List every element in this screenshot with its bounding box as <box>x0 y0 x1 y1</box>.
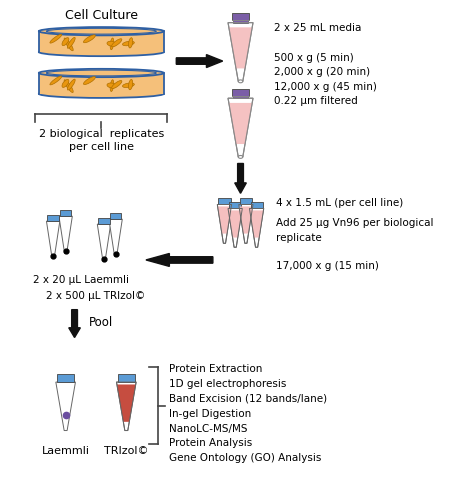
Ellipse shape <box>111 80 122 88</box>
Bar <box>39 73 163 94</box>
Polygon shape <box>69 310 80 338</box>
Polygon shape <box>228 22 253 82</box>
Ellipse shape <box>46 28 156 34</box>
Ellipse shape <box>111 38 122 47</box>
Ellipse shape <box>46 70 156 76</box>
Polygon shape <box>249 208 263 248</box>
Ellipse shape <box>39 48 163 56</box>
Ellipse shape <box>67 38 75 48</box>
Ellipse shape <box>122 41 134 46</box>
Polygon shape <box>228 103 252 144</box>
Bar <box>250 202 262 208</box>
Ellipse shape <box>39 27 163 36</box>
Bar <box>39 31 163 52</box>
Ellipse shape <box>122 83 134 87</box>
Text: TRIzol©: TRIzol© <box>104 446 148 456</box>
Ellipse shape <box>238 156 242 158</box>
Polygon shape <box>234 164 246 194</box>
Ellipse shape <box>110 38 114 50</box>
Ellipse shape <box>110 80 114 92</box>
Text: 4 x 1.5 mL (per cell line): 4 x 1.5 mL (per cell line) <box>276 198 403 208</box>
Ellipse shape <box>83 76 95 84</box>
Text: 2 x 500 μL TRIzol©: 2 x 500 μL TRIzol© <box>46 291 145 301</box>
Bar <box>57 374 74 382</box>
Ellipse shape <box>39 90 163 98</box>
Polygon shape <box>146 254 212 266</box>
Bar <box>47 215 59 221</box>
Text: Cell Culture: Cell Culture <box>64 10 138 22</box>
Polygon shape <box>97 224 110 262</box>
Ellipse shape <box>64 80 73 92</box>
Bar <box>231 89 249 96</box>
Ellipse shape <box>128 80 133 90</box>
Polygon shape <box>217 206 231 234</box>
Bar <box>233 20 248 22</box>
Ellipse shape <box>62 80 69 88</box>
Text: 2 x 25 mL media: 2 x 25 mL media <box>273 24 360 34</box>
Polygon shape <box>228 210 241 238</box>
Ellipse shape <box>50 34 62 43</box>
Text: Laemmli: Laemmli <box>41 446 89 456</box>
Polygon shape <box>116 382 136 430</box>
Ellipse shape <box>107 41 116 46</box>
Text: 2 biological  replicates
per cell line: 2 biological replicates per cell line <box>39 128 164 152</box>
Polygon shape <box>55 382 75 430</box>
Polygon shape <box>228 208 242 248</box>
Bar <box>233 96 248 98</box>
Polygon shape <box>228 28 252 68</box>
Polygon shape <box>217 204 231 244</box>
Ellipse shape <box>50 76 62 85</box>
Ellipse shape <box>39 69 163 77</box>
Ellipse shape <box>67 79 75 90</box>
Bar <box>60 210 71 216</box>
Ellipse shape <box>128 38 133 48</box>
Polygon shape <box>238 204 253 244</box>
Ellipse shape <box>238 80 242 83</box>
Bar <box>118 374 134 382</box>
Polygon shape <box>109 219 122 256</box>
Polygon shape <box>176 54 222 68</box>
Ellipse shape <box>83 35 95 42</box>
Bar <box>218 198 230 204</box>
Ellipse shape <box>64 38 73 51</box>
Bar <box>239 198 251 204</box>
Polygon shape <box>59 216 72 254</box>
Polygon shape <box>117 384 135 422</box>
Text: Add 25 μg Vn96 per biological
replicate

17,000 x g (15 min): Add 25 μg Vn96 per biological replicate … <box>276 218 433 272</box>
Bar <box>231 14 249 20</box>
Ellipse shape <box>62 38 69 46</box>
Ellipse shape <box>107 83 116 88</box>
Text: Pool: Pool <box>89 316 113 328</box>
Bar <box>229 202 241 208</box>
Bar <box>98 218 110 224</box>
Bar <box>110 213 121 219</box>
Text: 500 x g (5 min)
2,000 x g (20 min)
12,000 x g (45 min)
0.22 μm filtered: 500 x g (5 min) 2,000 x g (20 min) 12,00… <box>273 53 376 106</box>
Text: Protein Extraction
1D gel electrophoresis
Band Excision (12 bands/lane)
In-gel D: Protein Extraction 1D gel electrophoresi… <box>169 364 327 463</box>
Text: 2 x 20 μL Laemmli: 2 x 20 μL Laemmli <box>32 275 129 285</box>
Polygon shape <box>239 206 252 234</box>
Polygon shape <box>249 210 263 238</box>
Polygon shape <box>46 221 60 258</box>
Polygon shape <box>228 98 253 157</box>
